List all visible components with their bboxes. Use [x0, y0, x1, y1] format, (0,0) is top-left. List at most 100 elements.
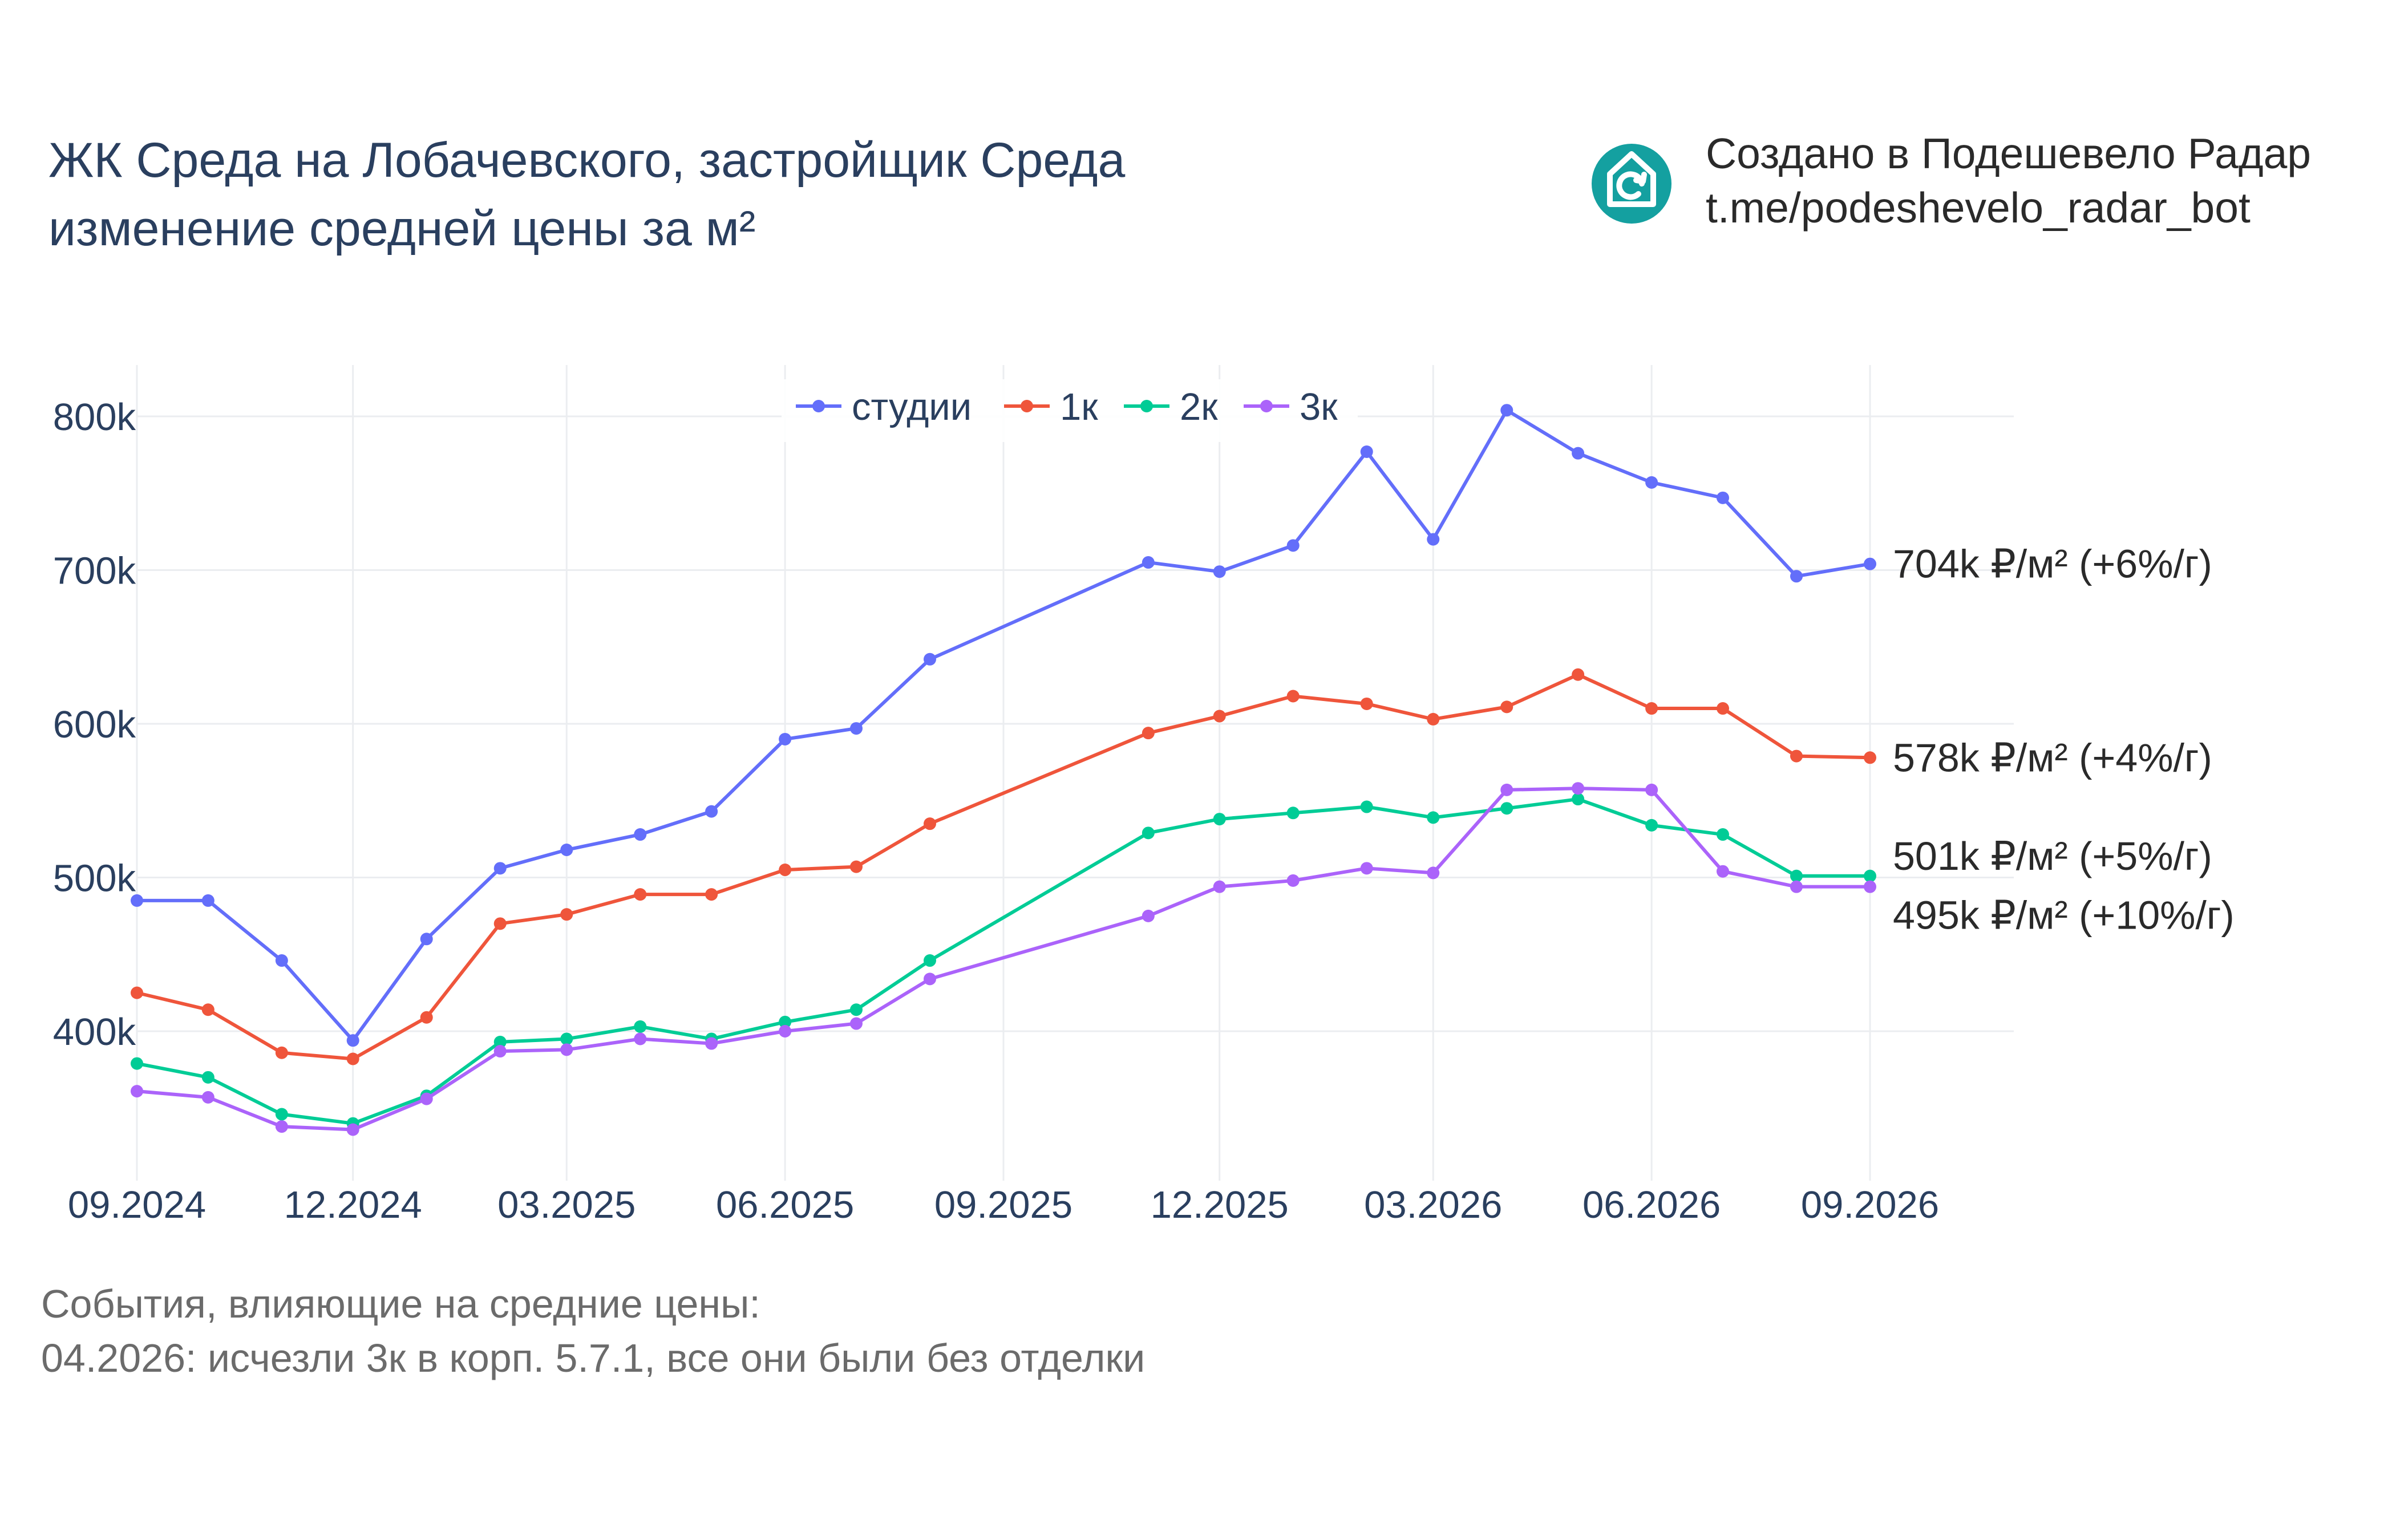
data-point [201, 894, 214, 907]
data-point [923, 817, 936, 830]
data-point [1213, 565, 1226, 578]
data-point [923, 653, 936, 666]
legend-item-4[interactable]: 3к [1244, 386, 1338, 428]
data-point [275, 1120, 288, 1133]
data-point [560, 843, 573, 856]
data-point [1427, 811, 1440, 824]
events-item: 04.2026: исчезли 3к в корп. 5.7.1, все о… [41, 1336, 1145, 1380]
x-tick-label: 03.2026 [1364, 1184, 1502, 1226]
x-tick-label: 03.2025 [497, 1184, 636, 1226]
brand-line1: Создано в Подешевело Радар [1706, 129, 2311, 177]
data-point [1286, 690, 1300, 703]
x-tick-label: 06.2025 [716, 1184, 854, 1226]
data-point [779, 1025, 792, 1038]
data-point [923, 954, 936, 967]
data-point [1716, 702, 1729, 715]
legend-swatch-marker [1140, 400, 1153, 412]
data-point [1790, 869, 1803, 882]
legend-item-2[interactable]: 1к [1004, 386, 1098, 428]
brand-line2: t.me/podeshevelo_radar_bot [1706, 184, 2251, 232]
end-label: 501k ₽/м² (+5%/г) [1893, 834, 2212, 878]
y-tick-label: 700k [53, 550, 136, 593]
data-point [275, 1108, 288, 1121]
data-point [849, 1003, 863, 1016]
grid [136, 365, 2014, 1181]
legend-swatch-marker [812, 400, 825, 412]
data-point [131, 986, 143, 999]
data-point [1142, 909, 1155, 922]
legend-label: студии [852, 386, 972, 428]
x-tick-label: 09.2026 [1801, 1184, 1939, 1226]
chart-title-line1: ЖК Среда на Лобачевского, застройщик Сре… [48, 133, 1125, 188]
data-point [493, 1045, 507, 1058]
y-axis: 400k 500k 600k 700k 800k [53, 396, 136, 1053]
events-heading: События, влияющие на средние цены: [41, 1282, 760, 1326]
data-point [1286, 874, 1300, 887]
y-tick-label: 400k [53, 1011, 136, 1053]
data-point [705, 888, 718, 901]
data-point [705, 1037, 718, 1050]
end-label: 495k ₽/м² (+10%/г) [1893, 893, 2235, 938]
data-point [1645, 818, 1658, 832]
data-point [923, 972, 936, 986]
data-point [1427, 712, 1440, 726]
legend[interactable]: студии 1к 2к 3к [782, 379, 1358, 442]
data-point [1864, 880, 1876, 893]
data-point [1645, 476, 1658, 489]
data-point [849, 860, 863, 873]
data-point [346, 1052, 359, 1065]
chart-title-line2: изменение средней цены за м² [48, 201, 755, 256]
data-point [1572, 668, 1585, 681]
x-tick-label: 12.2025 [1151, 1184, 1289, 1226]
data-point [1572, 793, 1585, 806]
brand-logo [1592, 144, 1671, 224]
x-tick-label: 12.2024 [284, 1184, 422, 1226]
data-point [1500, 700, 1513, 714]
legend-item-3[interactable]: 2к [1124, 386, 1218, 428]
y-tick-label: 600k [53, 703, 136, 746]
data-point [560, 1032, 573, 1045]
data-point [1790, 749, 1803, 763]
data-point [201, 1003, 214, 1016]
x-axis: 09.2024 12.2024 03.2025 06.2025 09.2025 12.20… [68, 1184, 1939, 1226]
series-4 [131, 782, 1876, 1136]
x-tick-label: 09.2024 [68, 1184, 206, 1226]
data-point [1427, 533, 1440, 546]
data-point [131, 1085, 143, 1098]
house-refresh-icon [1607, 151, 1656, 207]
data-point [1864, 751, 1876, 764]
data-point [1360, 862, 1373, 875]
data-point [131, 894, 143, 907]
data-point [1500, 802, 1513, 815]
data-point [1645, 783, 1658, 796]
x-tick-label: 09.2025 [934, 1184, 1072, 1226]
series-2 [131, 668, 1876, 1065]
data-point [849, 1017, 863, 1030]
data-point [1360, 800, 1373, 813]
legend-swatch-marker [1260, 400, 1273, 412]
data-point [346, 1123, 359, 1136]
series-1 [131, 404, 1876, 1047]
data-point [201, 1091, 214, 1104]
legend-item-1[interactable]: студии [796, 386, 972, 428]
data-point [275, 954, 288, 967]
legend-label: 2к [1180, 386, 1218, 428]
data-point [275, 1046, 288, 1059]
data-point [1716, 828, 1729, 841]
data-point [1213, 880, 1226, 893]
data-point [420, 1092, 433, 1105]
data-point [634, 1020, 647, 1033]
data-point [1142, 556, 1155, 569]
y-tick-label: 500k [53, 857, 136, 900]
data-point [493, 917, 507, 930]
data-point [1500, 783, 1513, 796]
legend-background [782, 379, 1358, 442]
x-tick-label: 06.2026 [1583, 1184, 1721, 1226]
data-point [131, 1057, 143, 1070]
data-point [1427, 866, 1440, 880]
data-point [1142, 727, 1155, 740]
legend-label: 1к [1060, 386, 1098, 428]
data-point [1213, 813, 1226, 826]
data-point [849, 722, 863, 735]
